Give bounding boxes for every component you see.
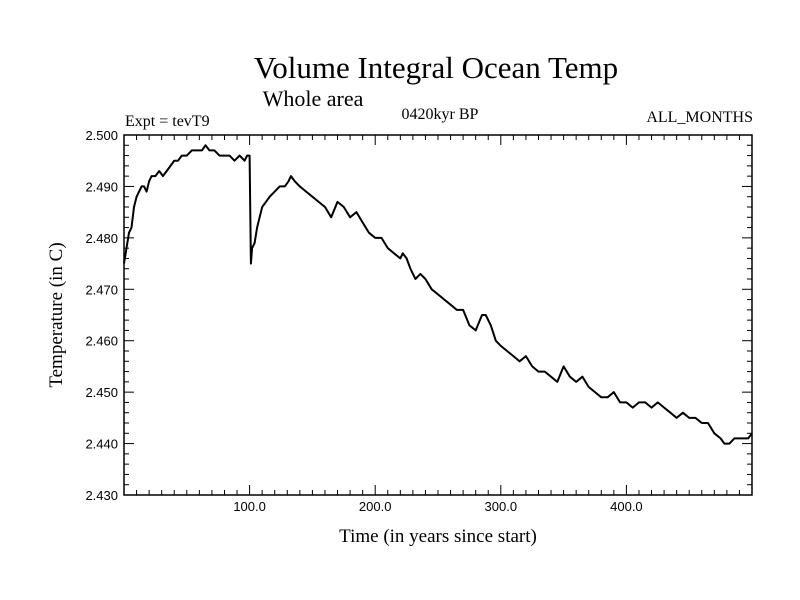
tick-labels: 100.0 200.0 300.0 400.0 2.430 2.440 2.450 2.460… [85,128,642,514]
y-tick-label: 2.480 [85,231,118,246]
x-tick-label: 200.0 [359,499,392,514]
y-tick-label: 2.500 [85,128,118,143]
y-tick-label: 2.470 [85,282,118,297]
y-tick-label: 2.490 [85,179,118,194]
axis-ticks [124,135,752,495]
experiment-label: Expt = tevT9 [125,113,210,130]
months-label: ALL_MONTHS [646,109,753,126]
y-axis-label: Temperature (in C) [46,242,67,387]
chart-title: Volume Integral Ocean Temp [254,50,618,85]
x-tick-label: 300.0 [485,499,518,514]
y-tick-label: 2.440 [85,437,118,452]
series-line [123,144,753,445]
y-tick-label: 2.460 [85,334,118,349]
x-tick-label: 100.0 [233,499,266,514]
x-axis-label: Time (in years since start) [339,526,537,547]
y-tick-label: 2.450 [85,385,118,400]
y-tick-label: 2.430 [85,488,118,503]
period-label: 0420kyr BP [402,106,479,123]
chart-subtitle: Whole area [263,86,364,111]
x-tick-label: 400.0 [610,499,643,514]
plot-frame [123,134,753,496]
